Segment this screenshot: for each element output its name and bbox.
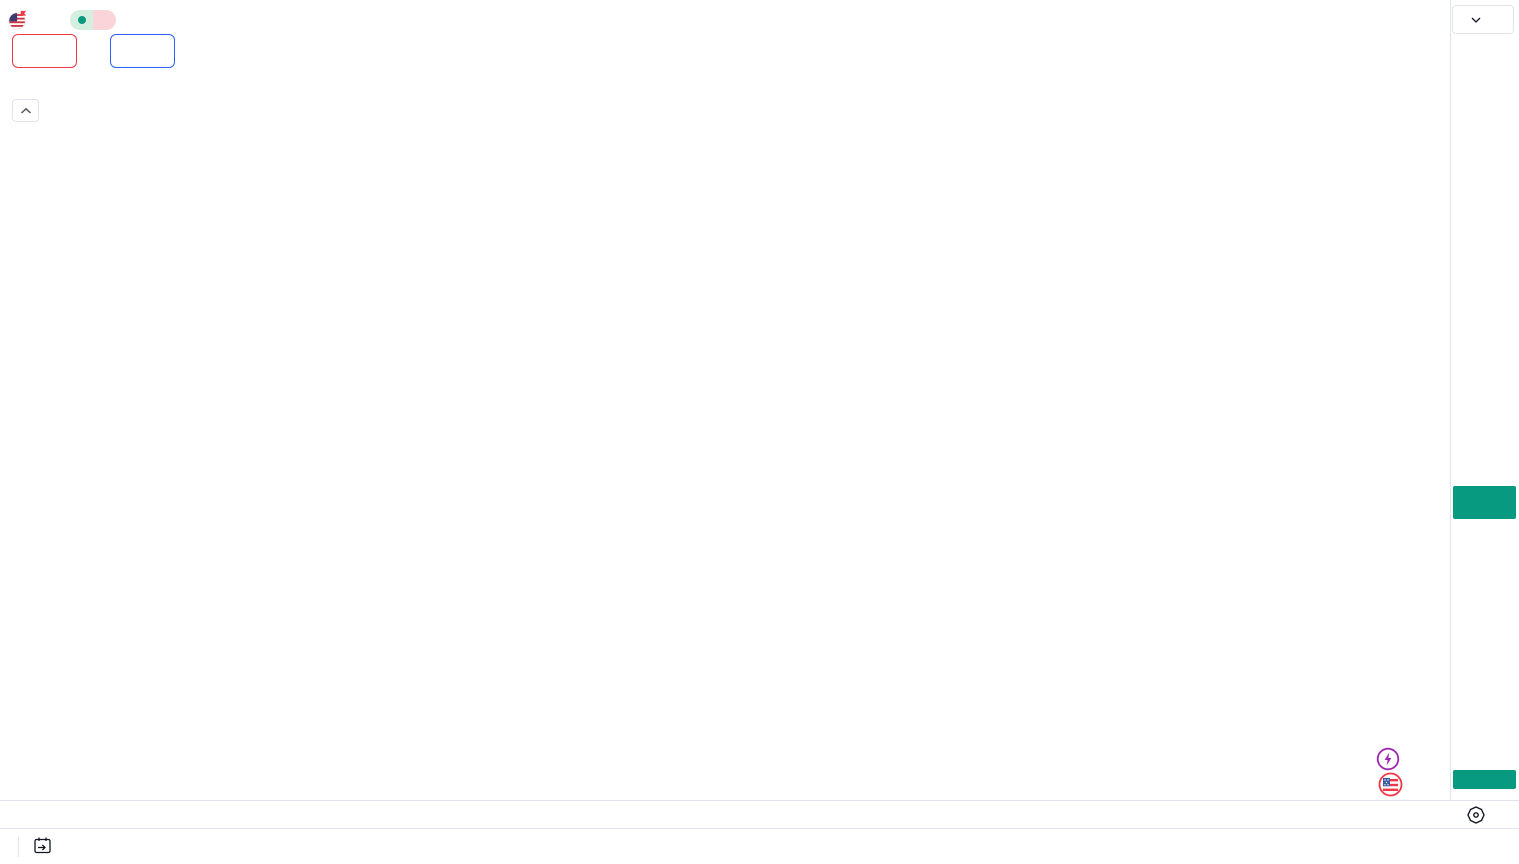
currency-selector[interactable] [1452, 5, 1514, 34]
volume-value-badge [1453, 770, 1516, 789]
hot-pennant-icon [20, 10, 27, 16]
trade-panel [12, 34, 175, 68]
time-axis[interactable] [0, 800, 1519, 828]
toolbar-divider [18, 836, 19, 857]
go-to-date-button[interactable] [27, 833, 58, 861]
bottom-toolbar [0, 828, 1519, 864]
market-open-dot-icon [70, 10, 93, 30]
timezone-gear-icon[interactable] [1466, 805, 1486, 825]
approx-data-icon [93, 10, 116, 30]
instant-order-lightning-icon[interactable] [1376, 747, 1400, 771]
us-flag-icon [8, 10, 27, 30]
sell-button[interactable] [12, 34, 77, 68]
buy-button[interactable] [110, 34, 175, 68]
market-status-badge[interactable] [70, 10, 116, 30]
current-price-badge [1453, 486, 1516, 519]
economic-events-flag-icon[interactable] [1378, 772, 1403, 797]
symbol-legend [8, 9, 177, 31]
chevron-down-icon [1471, 17, 1481, 23]
collapse-legend-button[interactable] [12, 99, 39, 122]
calendar-arrow-icon [34, 837, 51, 853]
price-axis[interactable] [1450, 0, 1519, 800]
price-chart[interactable] [0, 0, 1450, 800]
chevron-up-icon [20, 107, 31, 114]
